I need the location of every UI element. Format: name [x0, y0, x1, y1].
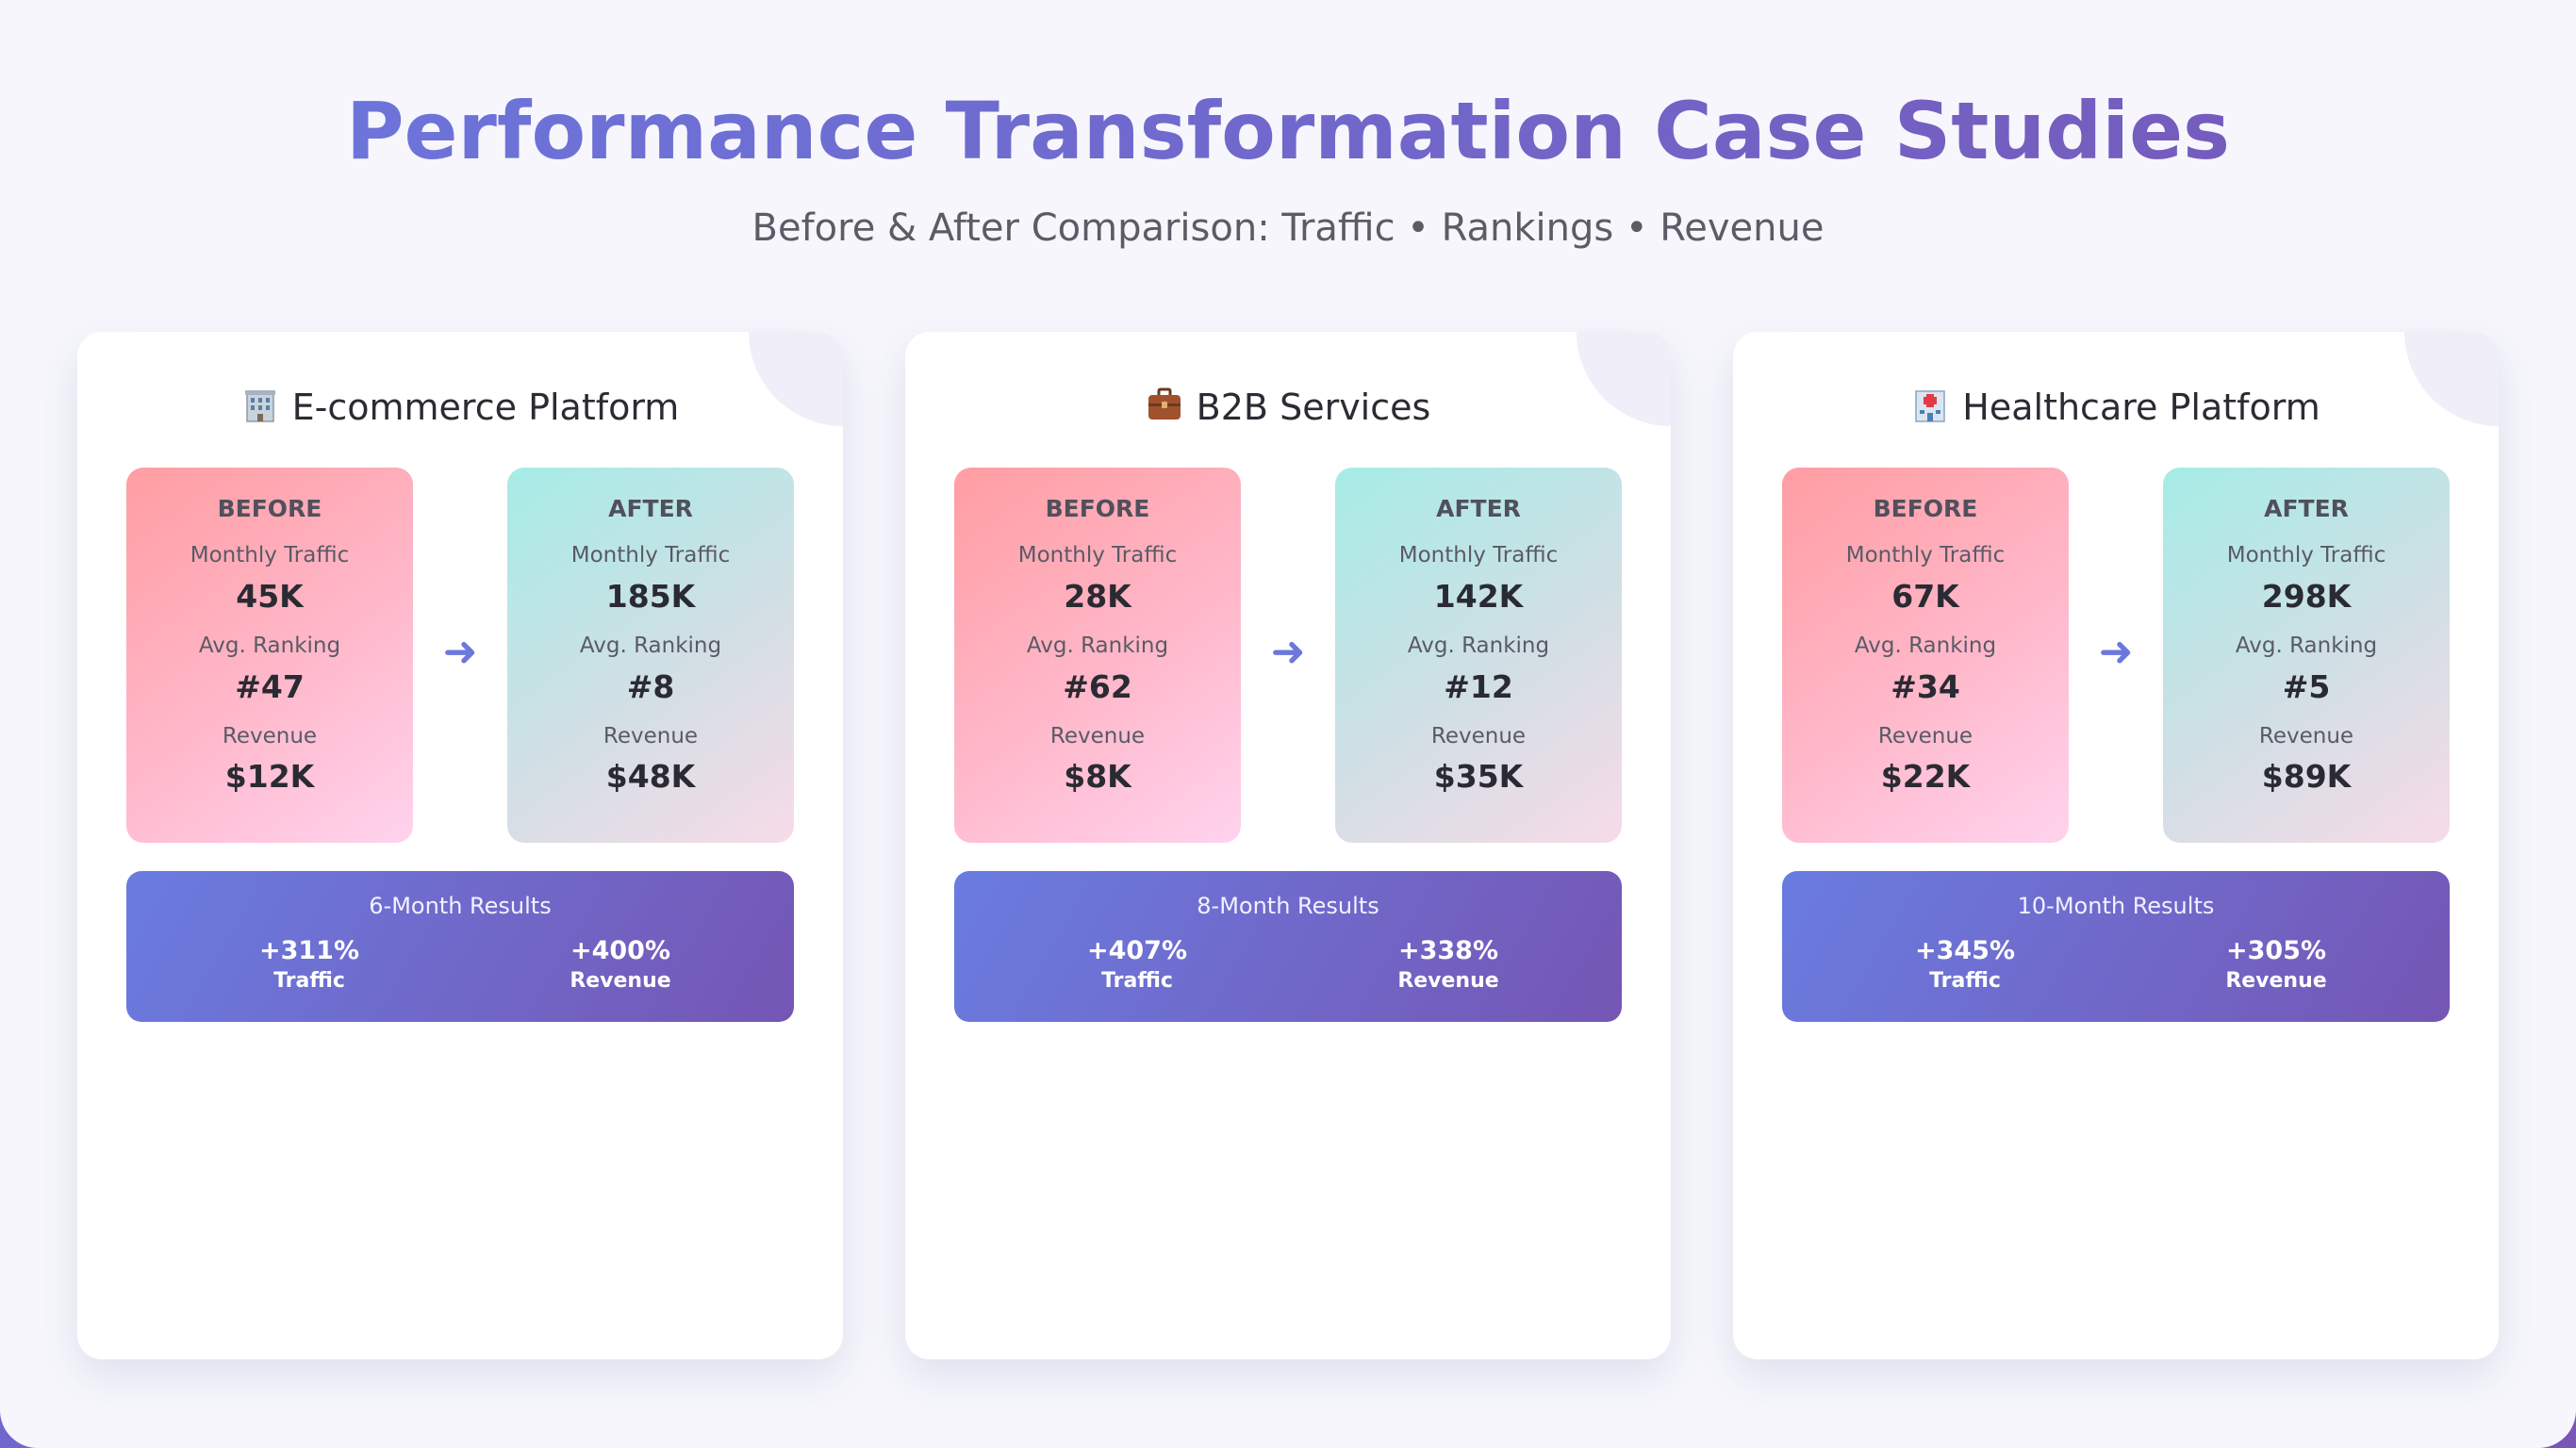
revenue-value: $89K	[2261, 758, 2352, 795]
revenue-result-value: +338%	[1397, 936, 1499, 965]
revenue-result-label: Revenue	[1397, 969, 1499, 993]
ranking-value: #62	[1063, 668, 1132, 705]
page-title: Performance Transformation Case Studies	[0, 79, 2576, 183]
case-card-healthcare: Healthcare Platform BEFORE Monthly Traff…	[1733, 332, 2499, 1359]
revenue-label: Revenue	[1877, 724, 1973, 749]
traffic-label: Monthly Traffic	[1398, 543, 1559, 568]
card-title: E-commerce Platform	[77, 381, 843, 434]
revenue-label: Revenue	[222, 724, 318, 749]
office-building-icon	[241, 385, 279, 422]
traffic-result: +311% Traffic	[196, 935, 422, 996]
traffic-label: Monthly Traffic	[2226, 543, 2386, 568]
arrow-right-icon: ➜	[1270, 628, 1306, 676]
ranking-value: #8	[626, 668, 675, 705]
traffic-label: Monthly Traffic	[1017, 543, 1178, 568]
card-title-text: B2B Services	[1196, 387, 1431, 428]
traffic-result-label: Traffic	[1101, 969, 1173, 993]
ranking-value: #47	[235, 668, 305, 705]
case-card-b2b: B2B Services BEFORE Monthly Traffic 28K …	[905, 332, 1671, 1359]
after-panel: AFTER Monthly Traffic 298K Avg. Ranking …	[2163, 468, 2450, 843]
after-panel: AFTER Monthly Traffic 185K Avg. Ranking …	[507, 468, 794, 843]
traffic-result-value: +345%	[1914, 936, 2016, 965]
results-title: 10-Month Results	[2017, 893, 2215, 919]
after-panel: AFTER Monthly Traffic 142K Avg. Ranking …	[1335, 468, 1622, 843]
traffic-label: Monthly Traffic	[570, 543, 731, 568]
traffic-result: +407% Traffic	[1024, 935, 1250, 996]
revenue-label: Revenue	[1049, 724, 1146, 749]
revenue-result: +338% Revenue	[1335, 935, 1561, 996]
after-label: AFTER	[608, 495, 693, 522]
traffic-result-value: +311%	[258, 936, 360, 965]
before-panel: BEFORE Monthly Traffic 67K Avg. Ranking …	[1782, 468, 2069, 843]
card-title-text: E-commerce Platform	[291, 387, 680, 428]
revenue-result: +305% Revenue	[2163, 935, 2389, 996]
traffic-label: Monthly Traffic	[190, 543, 350, 568]
revenue-value: $35K	[1433, 758, 1524, 795]
results-banner: 10-Month Results +345% Traffic +305% Rev…	[1782, 871, 2450, 1022]
results-banner: 8-Month Results +407% Traffic +338% Reve…	[954, 871, 1622, 1022]
traffic-value: 45K	[236, 578, 304, 615]
revenue-value: $48K	[605, 758, 696, 795]
traffic-value: 142K	[1433, 578, 1524, 615]
revenue-value: $12K	[224, 758, 315, 795]
revenue-result-label: Revenue	[570, 969, 671, 993]
traffic-value: 28K	[1064, 578, 1131, 615]
ranking-label: Avg. Ranking	[2235, 634, 2378, 658]
ranking-label: Avg. Ranking	[198, 634, 341, 658]
ranking-label: Avg. Ranking	[1854, 634, 1997, 658]
traffic-value: 67K	[1891, 578, 1959, 615]
before-panel: BEFORE Monthly Traffic 45K Avg. Ranking …	[126, 468, 413, 843]
before-label: BEFORE	[1873, 495, 1978, 522]
hospital-icon	[1911, 385, 1949, 422]
ranking-label: Avg. Ranking	[1026, 634, 1169, 658]
results-banner: 6-Month Results +311% Traffic +400% Reve…	[126, 871, 794, 1022]
card-title-text: Healthcare Platform	[1962, 387, 2320, 428]
after-label: AFTER	[2264, 495, 2349, 522]
revenue-label: Revenue	[1430, 724, 1527, 749]
page-subtitle: Before & After Comparison: Traffic • Ran…	[751, 206, 1825, 250]
revenue-result: +400% Revenue	[507, 935, 734, 996]
revenue-value: $8K	[1064, 758, 1131, 795]
ranking-value: #12	[1444, 668, 1513, 705]
before-label: BEFORE	[217, 495, 322, 522]
traffic-value: 298K	[2261, 578, 2352, 615]
revenue-result-value: +400%	[570, 936, 671, 965]
ranking-label: Avg. Ranking	[1407, 634, 1550, 658]
traffic-value: 185K	[605, 578, 696, 615]
revenue-result-label: Revenue	[2225, 969, 2327, 993]
card-title: B2B Services	[905, 381, 1671, 434]
traffic-result-label: Traffic	[1929, 969, 2001, 993]
ranking-label: Avg. Ranking	[579, 634, 722, 658]
briefcase-icon	[1146, 385, 1183, 422]
arrow-right-icon: ➜	[442, 628, 478, 676]
revenue-label: Revenue	[2258, 724, 2354, 749]
arrow-right-icon: ➜	[2098, 628, 2134, 676]
card-title: Healthcare Platform	[1733, 381, 2499, 434]
results-title: 8-Month Results	[1197, 893, 1379, 919]
revenue-result-value: +305%	[2225, 936, 2327, 965]
traffic-result-value: +407%	[1086, 936, 1188, 965]
ranking-value: #34	[1891, 668, 1960, 705]
traffic-result: +345% Traffic	[1852, 935, 2078, 996]
before-label: BEFORE	[1045, 495, 1150, 522]
case-card-ecommerce: E-commerce Platform BEFORE Monthly Traff…	[77, 332, 843, 1359]
after-label: AFTER	[1436, 495, 1521, 522]
traffic-result-label: Traffic	[273, 969, 345, 993]
results-title: 6-Month Results	[369, 893, 552, 919]
ranking-value: #5	[2282, 668, 2331, 705]
revenue-value: $22K	[1880, 758, 1971, 795]
traffic-label: Monthly Traffic	[1845, 543, 2006, 568]
before-panel: BEFORE Monthly Traffic 28K Avg. Ranking …	[954, 468, 1241, 843]
revenue-label: Revenue	[603, 724, 699, 749]
